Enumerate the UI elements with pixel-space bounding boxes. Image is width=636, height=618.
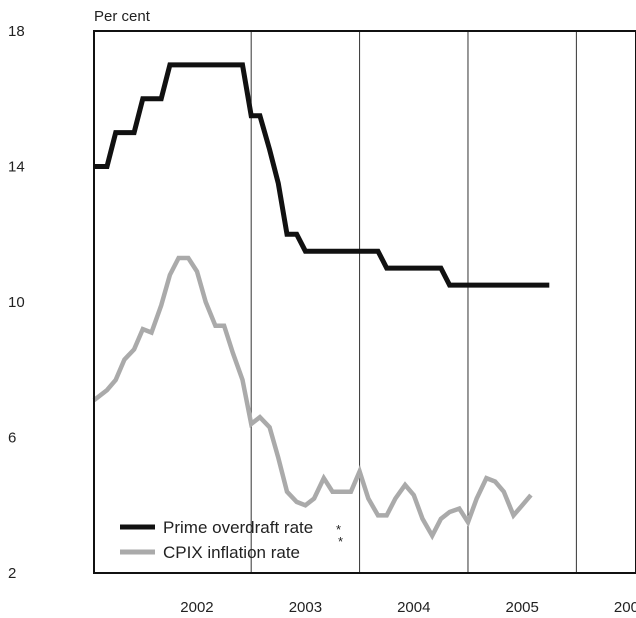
prime-overdraft-rate-line xyxy=(94,62,550,288)
y-tick-label: 6 xyxy=(8,430,16,447)
legend-label-cpix-inflation: CPIX inflation rate xyxy=(163,543,300,562)
x-tick-label: 2006 xyxy=(614,599,636,616)
x-tick-label: 2003 xyxy=(289,599,322,616)
x-tick-label: 2004 xyxy=(397,599,430,616)
plot-area-frame xyxy=(93,30,636,574)
footnote-marker: * xyxy=(336,522,341,537)
y-tick-label: 18 xyxy=(8,23,25,40)
year-gridlines xyxy=(250,31,577,573)
x-tick-label: 2005 xyxy=(505,599,538,616)
y-tick-label: 10 xyxy=(8,294,25,311)
y-axis-tick-labels: 18 14 10 6 2 xyxy=(8,23,25,582)
legend: Prime overdraft rate CPIX inflation rate… xyxy=(120,518,343,562)
y-tick-label: 2 xyxy=(8,565,16,582)
x-tick-label: 2002 xyxy=(180,599,213,616)
cpix-inflation-rate-line xyxy=(92,255,533,541)
x-axis-tick-labels: 2002 2003 2004 2005 2006 xyxy=(180,599,636,616)
y-axis-unit-label: Per cent xyxy=(94,8,151,25)
series-lines xyxy=(92,62,550,541)
footnote-marker: * xyxy=(338,534,343,549)
legend-label-prime-overdraft: Prime overdraft rate xyxy=(163,518,313,537)
y-tick-label: 14 xyxy=(8,159,25,176)
